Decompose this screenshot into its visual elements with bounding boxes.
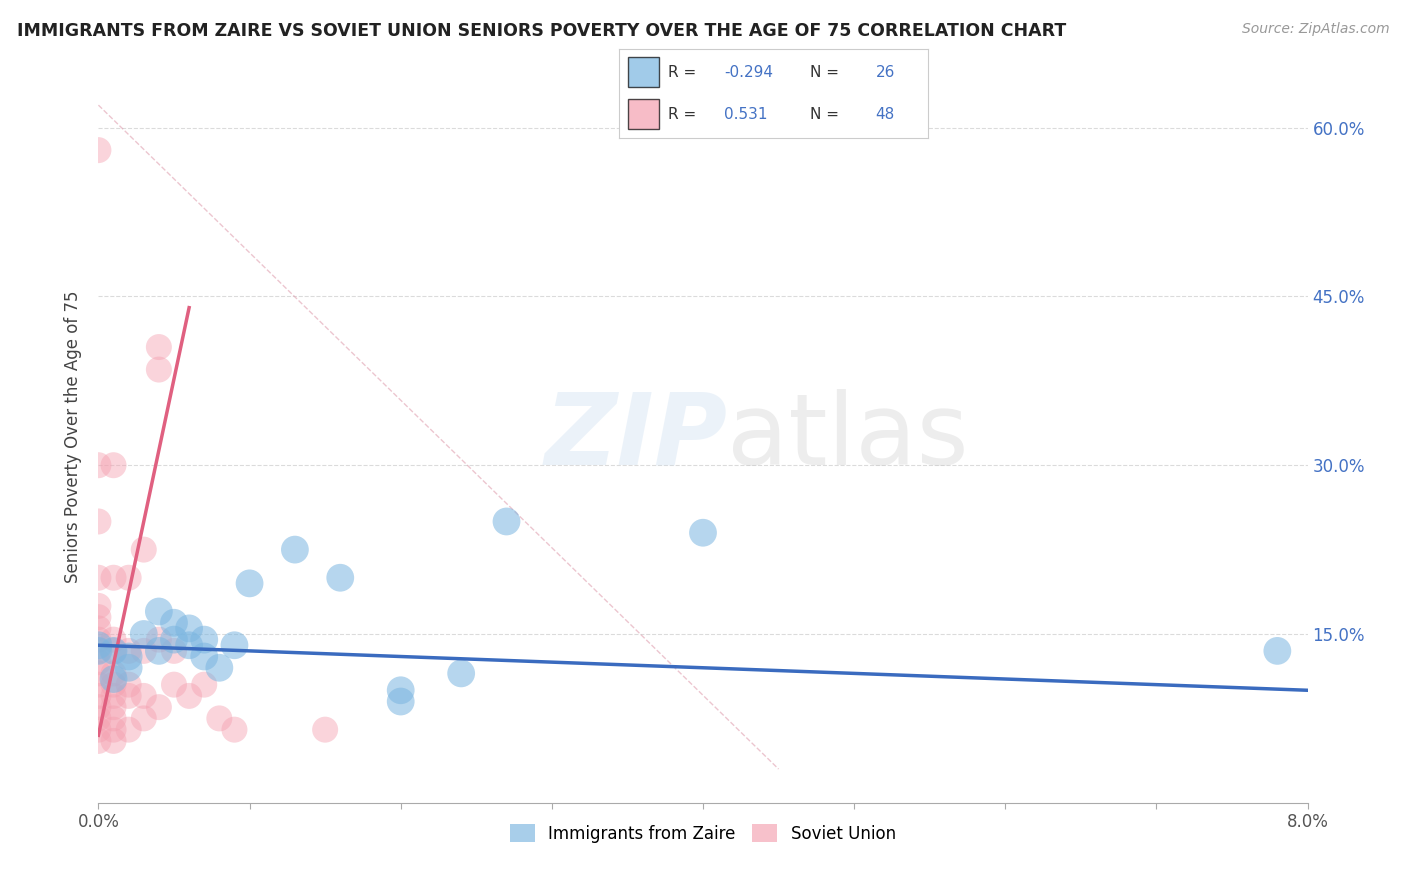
Point xyxy=(389,683,412,698)
Point xyxy=(103,678,125,692)
Point xyxy=(329,571,352,585)
Point xyxy=(193,632,215,647)
Point xyxy=(389,694,412,708)
Point xyxy=(103,672,125,686)
Point xyxy=(148,644,170,658)
Point xyxy=(118,644,141,658)
Text: 0.531: 0.531 xyxy=(724,107,768,121)
Point xyxy=(103,571,125,585)
Point xyxy=(450,666,472,681)
Text: 26: 26 xyxy=(876,65,894,79)
Point xyxy=(163,678,186,692)
Point xyxy=(87,458,110,473)
Point xyxy=(87,734,110,748)
Point xyxy=(179,638,201,652)
Point xyxy=(87,610,110,624)
Point xyxy=(103,458,125,473)
Point xyxy=(1267,644,1289,658)
Point xyxy=(87,678,110,692)
Point xyxy=(239,576,262,591)
Point xyxy=(148,632,170,647)
Point xyxy=(132,627,155,641)
Point xyxy=(87,711,110,725)
Point xyxy=(87,666,110,681)
Text: R =: R = xyxy=(668,107,696,121)
Point xyxy=(103,700,125,714)
Text: atlas: atlas xyxy=(727,389,969,485)
Point xyxy=(224,638,246,652)
Point xyxy=(87,621,110,635)
Point xyxy=(118,649,141,664)
Point xyxy=(208,711,231,725)
Text: Source: ZipAtlas.com: Source: ZipAtlas.com xyxy=(1241,22,1389,37)
Point xyxy=(224,723,246,737)
Point xyxy=(103,689,125,703)
Text: ZIP: ZIP xyxy=(544,389,727,485)
Point xyxy=(118,571,141,585)
Point xyxy=(87,638,110,652)
Point xyxy=(179,621,201,635)
Point xyxy=(132,689,155,703)
FancyBboxPatch shape xyxy=(628,57,659,87)
Point xyxy=(103,666,125,681)
Point xyxy=(148,340,170,354)
Point xyxy=(193,649,215,664)
Text: IMMIGRANTS FROM ZAIRE VS SOVIET UNION SENIORS POVERTY OVER THE AGE OF 75 CORRELA: IMMIGRANTS FROM ZAIRE VS SOVIET UNION SE… xyxy=(17,22,1066,40)
Point xyxy=(87,723,110,737)
Point xyxy=(87,143,110,157)
Point xyxy=(103,723,125,737)
Point xyxy=(103,644,125,658)
Point xyxy=(314,723,336,737)
Point xyxy=(163,632,186,647)
Point xyxy=(163,615,186,630)
Point xyxy=(208,661,231,675)
Text: N =: N = xyxy=(810,107,839,121)
Point xyxy=(148,700,170,714)
Point xyxy=(118,723,141,737)
Point xyxy=(87,599,110,613)
FancyBboxPatch shape xyxy=(628,99,659,129)
Y-axis label: Seniors Poverty Over the Age of 75: Seniors Poverty Over the Age of 75 xyxy=(65,291,83,583)
Text: -0.294: -0.294 xyxy=(724,65,773,79)
Point xyxy=(118,661,141,675)
Point xyxy=(87,571,110,585)
Text: 48: 48 xyxy=(876,107,894,121)
Point xyxy=(87,644,110,658)
Point xyxy=(692,525,714,540)
Point xyxy=(148,362,170,376)
Point xyxy=(118,678,141,692)
Text: R =: R = xyxy=(668,65,696,79)
Point xyxy=(495,515,517,529)
Point xyxy=(87,700,110,714)
Point xyxy=(118,689,141,703)
Point xyxy=(103,734,125,748)
Point xyxy=(193,678,215,692)
Point xyxy=(87,655,110,669)
Point xyxy=(132,542,155,557)
Point xyxy=(132,644,155,658)
Point xyxy=(163,644,186,658)
Point xyxy=(87,515,110,529)
Point xyxy=(284,542,307,557)
Point xyxy=(87,632,110,647)
Point xyxy=(103,711,125,725)
Point xyxy=(148,605,170,619)
Point xyxy=(103,644,125,658)
Point xyxy=(103,632,125,647)
Point xyxy=(87,644,110,658)
Point xyxy=(132,711,155,725)
Point xyxy=(179,689,201,703)
Text: N =: N = xyxy=(810,65,839,79)
Point xyxy=(87,689,110,703)
Legend: Immigrants from Zaire, Soviet Union: Immigrants from Zaire, Soviet Union xyxy=(503,818,903,849)
